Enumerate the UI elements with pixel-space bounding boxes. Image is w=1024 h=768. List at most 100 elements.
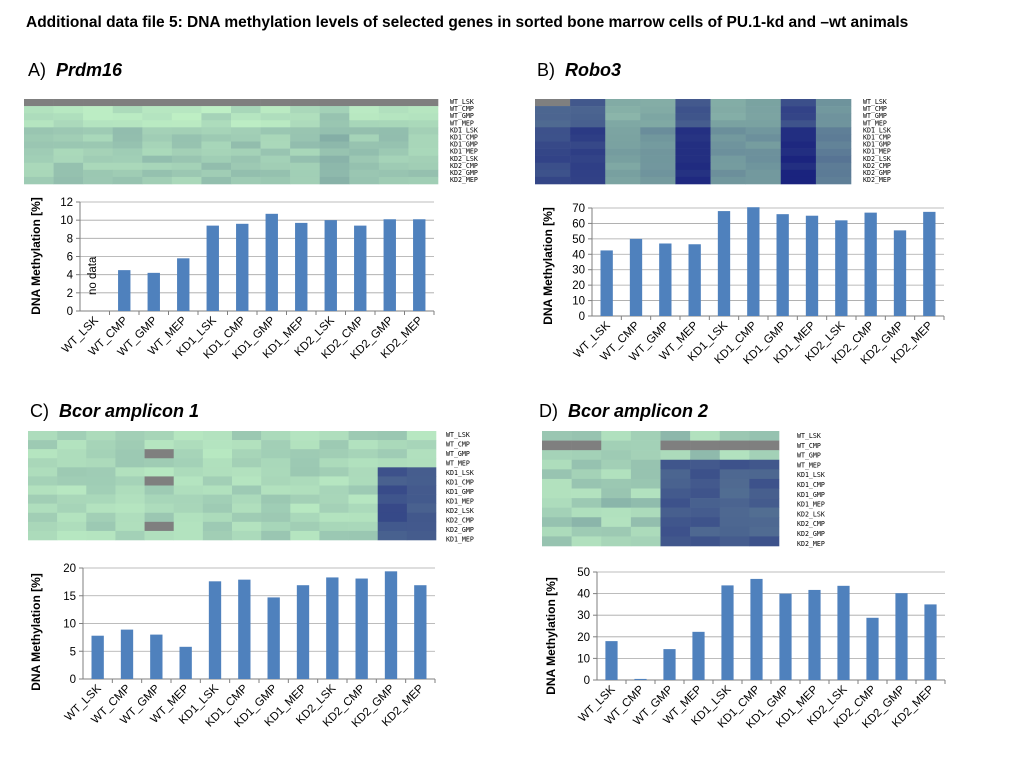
heatmap-row-label: WT_LSK (450, 98, 474, 106)
heatmap-cell (202, 530, 233, 541)
heatmap-cell (24, 148, 54, 156)
heatmap-cell (86, 431, 116, 441)
heatmap-cell (749, 469, 780, 480)
heatmap-cell (319, 521, 349, 532)
heatmap-cell (377, 494, 408, 504)
heatmap-cell (719, 526, 750, 537)
heatmap-cell (144, 503, 175, 514)
heatmap-row-label: KD2_GMP (450, 169, 478, 177)
heatmap-cell (542, 431, 572, 441)
heatmap-cell (290, 176, 321, 185)
heatmap-cell (349, 113, 380, 121)
heatmap-cell (24, 113, 54, 121)
heatmap-cell (319, 431, 349, 441)
heatmap-row-label: KD1_CMP (797, 481, 825, 489)
heatmap-cell (571, 450, 602, 461)
heatmap-cell (745, 120, 782, 128)
heatmap-row-label: KD1_CMP (450, 134, 478, 142)
y-tick-label: 8 (67, 233, 73, 245)
heatmap-cell (290, 134, 321, 142)
heatmap-cell (349, 148, 380, 156)
heatmap-cell (83, 99, 114, 107)
heatmap-cell (260, 127, 291, 135)
heatmap-row-label: KD1_CMP (863, 134, 891, 142)
heatmap-cell (542, 488, 572, 499)
heatmap-cell (601, 498, 632, 508)
heatmap-cell (535, 162, 571, 171)
heatmap-cell (112, 162, 143, 171)
heatmap-cell (231, 162, 261, 171)
page-title: Additional data file 5: DNA methylation … (26, 14, 909, 31)
heatmap-cell (377, 512, 408, 523)
heatmap-cell (710, 176, 746, 185)
heatmap-cell (86, 467, 116, 477)
heatmap-cell (112, 141, 143, 149)
heatmap-cell (378, 155, 409, 164)
heatmap-cell (202, 512, 233, 523)
heatmap-cell (28, 458, 58, 468)
heatmap-cell (780, 134, 817, 142)
heatmap-cell (260, 169, 291, 178)
heatmap-cell (232, 494, 262, 504)
heatmap-cell (173, 449, 204, 459)
heatmap-cell (348, 530, 379, 541)
heatmap-cell (408, 169, 439, 178)
heatmap-cell (144, 476, 175, 486)
heatmap-cell (780, 176, 817, 185)
heatmap-cell (86, 494, 116, 504)
heatmap-cell (290, 521, 320, 532)
heatmap-cell (348, 494, 379, 504)
heatmap-cell (173, 440, 204, 450)
heatmap-cell (570, 169, 606, 178)
heatmap-cell (601, 440, 632, 451)
heatmap-cell (201, 169, 232, 178)
heatmap-cell (570, 106, 606, 114)
heatmap-cell (408, 99, 439, 107)
heatmap-cell (171, 99, 202, 107)
heatmap-cell (57, 503, 87, 514)
heatmap-cell (570, 176, 606, 185)
heatmap-cell (719, 498, 750, 508)
heatmap-cell (690, 478, 721, 489)
heatmap-cell (570, 155, 606, 164)
heatmap-cell (260, 113, 291, 121)
heatmap-cell (319, 155, 350, 164)
heatmap-cell (378, 169, 409, 178)
bar (296, 585, 310, 679)
heatmap-cell (53, 127, 84, 135)
heatmap-cell (290, 120, 321, 128)
heatmap-cell (173, 494, 204, 504)
y-tick-label: 4 (67, 270, 74, 282)
heatmap-cell (112, 113, 143, 121)
heatmap-cell (201, 162, 232, 171)
heatmap-cell (745, 127, 782, 135)
heatmap-row-label: KD1_LSK (450, 126, 478, 134)
bar (238, 579, 251, 679)
heatmap-cell (260, 155, 291, 164)
panel-c-title: C) Bcor amplicon 1 (30, 401, 199, 422)
heatmap-cell (408, 106, 439, 114)
heatmap-cell (675, 134, 711, 142)
heatmap-cell (535, 120, 571, 128)
heatmap-cell (115, 503, 145, 514)
heatmap-row-label: WT_MEP (863, 119, 887, 127)
heatmap-cell (745, 134, 782, 142)
heatmap-cell (57, 476, 87, 486)
heatmap-cell (749, 517, 780, 528)
heatmap-cell (630, 431, 661, 441)
heatmap-cell (57, 512, 87, 523)
bar (208, 581, 222, 679)
heatmap-cell (542, 469, 572, 480)
heatmap-cell (605, 134, 641, 142)
heatmap-cell (542, 478, 572, 489)
heatmap-cell (171, 176, 202, 185)
heatmap-cell (377, 467, 408, 477)
heatmap-cell (83, 162, 114, 171)
heatmap-cell (719, 469, 750, 480)
heatmap-cell (171, 141, 202, 149)
heatmap-cell (745, 99, 782, 107)
heatmap-cell (290, 449, 320, 459)
heatmap-cell (319, 106, 350, 114)
heatmap-cell (86, 476, 116, 486)
bar (805, 215, 819, 316)
